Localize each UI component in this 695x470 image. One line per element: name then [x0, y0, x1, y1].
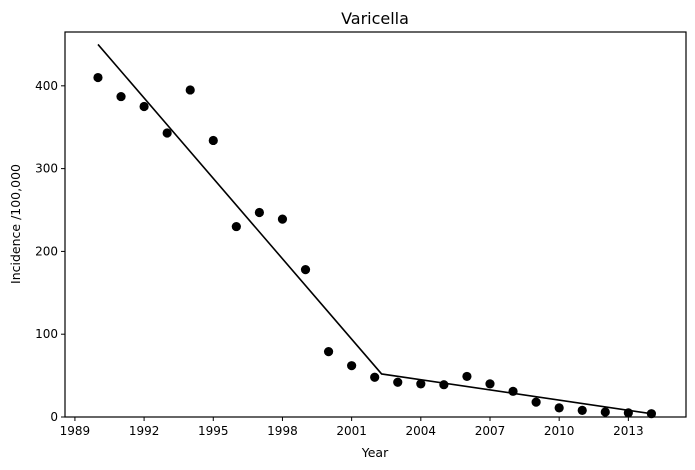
plot-frame [64, 31, 687, 418]
data-point [554, 403, 564, 413]
data-point [600, 407, 610, 417]
data-point [439, 380, 449, 390]
chart-title: Varicella [341, 9, 409, 28]
x-axis: 1989 1992 1995 1998 2001 2004 2007 2010 2013 [60, 417, 644, 438]
x-tick-label: 2010 [544, 424, 575, 438]
data-point [185, 85, 195, 95]
y-tick-label: 0 [50, 410, 58, 424]
x-tick-label: 1995 [198, 424, 229, 438]
y-tick-label: 400 [35, 79, 58, 93]
data-point [254, 207, 264, 218]
data-point [347, 361, 357, 371]
data-point [462, 371, 472, 382]
x-tick-label: 2004 [406, 424, 437, 438]
x-tick-label: 1998 [267, 424, 298, 438]
data-point [139, 101, 149, 112]
x-tick-label: 1989 [60, 424, 91, 438]
x-tick-label: 2007 [475, 424, 506, 438]
data-point [531, 397, 541, 407]
data-point [393, 377, 403, 387]
data-point [93, 72, 103, 83]
x-axis-label: Year [361, 445, 389, 460]
trend-line [97, 43, 652, 415]
x-tick-label: 2001 [336, 424, 367, 438]
y-axis-label: Incidence /100,000 [8, 164, 23, 284]
data-point [370, 372, 380, 382]
data-point [577, 405, 587, 415]
data-point [646, 409, 657, 419]
data-point [300, 265, 311, 275]
y-tick-label: 200 [35, 244, 58, 258]
data-point [485, 379, 495, 389]
data-point [277, 214, 288, 224]
data-point [231, 221, 241, 232]
x-tick-label: 2013 [613, 424, 644, 438]
x-tick-label: 1992 [129, 424, 160, 438]
data-point [416, 379, 426, 389]
data-point [323, 346, 334, 357]
y-axis: 0 100 200 300 400 [35, 79, 65, 424]
data-point [208, 135, 218, 146]
plot-area [93, 43, 657, 419]
y-tick-label: 300 [35, 162, 58, 176]
y-tick-label: 100 [35, 327, 58, 341]
data-point [116, 91, 126, 102]
data-point [162, 128, 172, 138]
